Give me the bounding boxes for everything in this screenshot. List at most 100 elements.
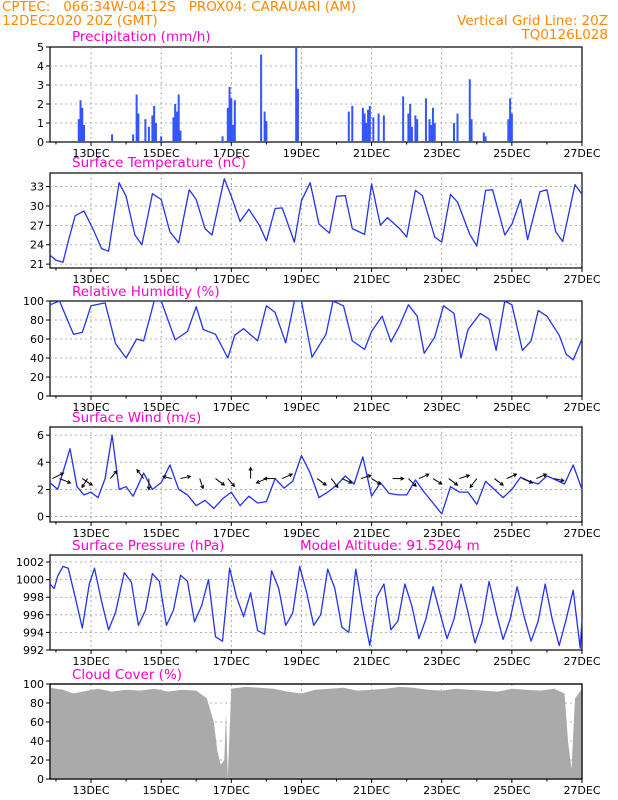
precipitation-bar xyxy=(409,104,412,142)
wind-vector-arrow xyxy=(506,473,518,480)
pressure-ytick-label: 996 xyxy=(23,609,44,622)
precipitation-bar xyxy=(174,104,177,142)
humidity-xtick-label: 23DEC xyxy=(423,401,460,414)
precipitation-bar xyxy=(361,107,364,142)
wind-vector-arrow xyxy=(146,478,152,491)
precipitation-xtick-label: 23DEC xyxy=(423,147,460,160)
wind-frame xyxy=(49,426,583,523)
precipitation-bar xyxy=(470,119,473,142)
precipitation-bar xyxy=(265,121,268,142)
wind-vector-arrow xyxy=(522,478,534,484)
precipitation-bar xyxy=(179,130,182,142)
wind-vector-arrow xyxy=(360,474,372,480)
precipitation-bar xyxy=(428,119,431,142)
precipitation-bar xyxy=(452,123,455,142)
wind-vector-arrow xyxy=(341,478,353,484)
precipitation-bar xyxy=(232,124,235,142)
cloud-cover-ytick-label: 0 xyxy=(37,773,44,786)
precipitation-bar xyxy=(226,107,229,142)
pressure-panel: 992 994 996 998 1000 1002 13DEC 15DEC 17DEC 19DEC… xyxy=(16,538,601,668)
precipitation-bar xyxy=(510,113,513,142)
wind-ytick-label: 2 xyxy=(37,483,44,496)
precipitation-panel: 0 1 2 3 4 5 13DEC 15DEC 17DEC 19DEC 21DEC 23DEC 25DE… xyxy=(37,29,601,160)
precipitation-xtick-label: 15DEC xyxy=(143,147,180,160)
cloud-cover-ytick-label: 60 xyxy=(30,716,44,729)
precipitation-bar xyxy=(402,96,405,142)
precipitation-xtick-label: 17DEC xyxy=(213,147,250,160)
precipitation-bar xyxy=(233,100,236,142)
precipitation-bar xyxy=(153,105,156,142)
header-date: 12DEC2020 20Z (GMT) xyxy=(2,13,158,29)
wind-vector-arrow xyxy=(215,478,226,486)
wind-vector-arrow xyxy=(536,473,548,480)
pressure-subtitle: Model Altitude: 91.5204 m xyxy=(300,538,480,554)
wind-vector-arrow xyxy=(281,473,294,480)
temperature-xtick-label: 15DEC xyxy=(143,273,180,286)
humidity-title: Relative Humidity (%) xyxy=(72,284,220,300)
wind-xtick-label: 17DEC xyxy=(213,527,250,540)
precipitation-bar xyxy=(484,136,487,142)
precipitation-bar xyxy=(177,94,180,142)
pressure-ytick-label: 1002 xyxy=(16,556,44,569)
precipitation-bar xyxy=(144,119,147,142)
precipitation-bar xyxy=(132,134,135,142)
precipitation-ytick-label: 5 xyxy=(37,41,44,54)
wind-vector-arrow xyxy=(408,478,417,488)
wind-vector-arrow xyxy=(459,474,471,480)
precipitation-bar xyxy=(79,100,82,142)
wind-vector-arrow xyxy=(494,478,504,486)
precipitation-xtick-label: 19DEC xyxy=(283,147,320,160)
precipitation-bar xyxy=(260,54,263,142)
wind-xtick-label: 21DEC xyxy=(353,527,390,540)
pressure-ytick-label: 994 xyxy=(23,626,44,639)
cloud-cover-ytick-label: 20 xyxy=(30,754,44,767)
header-model-id: TQ0126L028 xyxy=(521,27,608,43)
cloud-cover-xtick-label: 21DEC xyxy=(353,784,390,797)
temperature-xtick-label: 13DEC xyxy=(72,273,109,286)
humidity-ytick-label: 20 xyxy=(30,371,44,384)
wind-vector-arrow xyxy=(161,475,172,480)
temperature-panel: 21 24 27 30 33 13DEC 15DEC 17DEC 19DEC 21DEC 23DEC… xyxy=(30,155,601,286)
wind-xtick-label: 15DEC xyxy=(143,527,180,540)
precipitation-bar xyxy=(147,126,150,142)
precipitation-ytick-label: 4 xyxy=(37,60,44,73)
header-line1: CPTEC: 066:34W-04:12S PROX04: CARAUARI (… xyxy=(2,0,357,15)
precipitation-bar xyxy=(414,115,417,142)
precipitation-bar xyxy=(295,47,298,142)
precipitation-bar xyxy=(263,111,266,142)
precipitation-bar xyxy=(160,136,163,142)
humidity-xtick-label: 13DEC xyxy=(72,401,109,414)
cloud-cover-xtick-label: 23DEC xyxy=(423,784,460,797)
temperature-xtick-label: 25DEC xyxy=(493,273,530,286)
precipitation-bar xyxy=(424,98,427,142)
wind-vector-arrow xyxy=(59,478,72,484)
temperature-ytick-label: 30 xyxy=(30,200,44,213)
wind-vector-arrow xyxy=(316,478,327,486)
wind-vector-arrow xyxy=(199,478,205,490)
cloud-cover-xtick-label: 19DEC xyxy=(283,784,320,797)
precipitation-bar xyxy=(431,107,434,142)
temperature-series-line xyxy=(49,178,583,263)
precipitation-bar xyxy=(368,105,371,142)
precipitation-ytick-label: 0 xyxy=(37,136,44,149)
temperature-xtick-label: 17DEC xyxy=(213,273,250,286)
humidity-xtick-label: 27DEC xyxy=(563,401,600,414)
wind-xtick-label: 27DEC xyxy=(563,527,600,540)
precipitation-bar xyxy=(456,113,459,142)
precipitation-bar xyxy=(81,107,84,142)
temperature-ytick-label: 27 xyxy=(30,219,44,232)
precipitation-bar xyxy=(507,119,510,142)
humidity-panel: 0 20 40 60 80 100 13DEC 15DEC 17DEC 19DEC 21DEC 23D… xyxy=(23,284,601,414)
precipitation-bar xyxy=(410,126,413,142)
wind-vector-arrow xyxy=(553,478,565,483)
wind-ytick-label: 6 xyxy=(37,429,44,442)
pressure-ytick-label: 992 xyxy=(23,644,44,657)
wind-vector-arrow xyxy=(180,474,192,480)
cloud-cover-ytick-label: 100 xyxy=(23,678,44,691)
precipitation-bar xyxy=(137,113,140,142)
wind-vector-arrow xyxy=(392,476,405,481)
precipitation-bar xyxy=(430,124,433,142)
cloud-cover-xtick-label: 25DEC xyxy=(493,784,530,797)
precipitation-bar xyxy=(382,115,385,142)
humidity-frame xyxy=(49,300,583,397)
